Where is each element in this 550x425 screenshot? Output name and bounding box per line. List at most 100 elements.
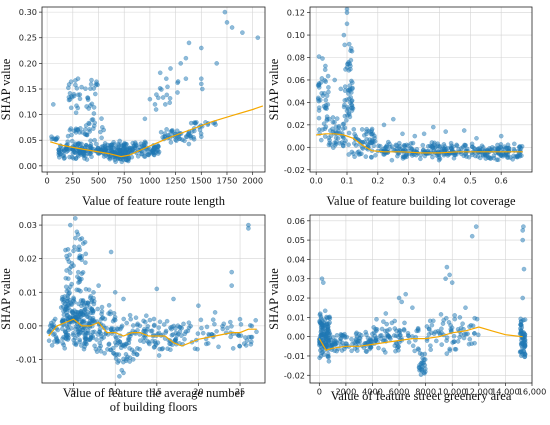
data-point [163, 76, 169, 81]
data-point [152, 339, 158, 344]
data-point [167, 96, 173, 101]
data-point [391, 333, 397, 338]
data-point [105, 142, 110, 148]
data-point [373, 152, 378, 158]
data-point [143, 313, 149, 319]
data-point [68, 284, 73, 290]
data-point [392, 343, 398, 349]
data-point [64, 253, 69, 259]
y-axis-label: SHAP value [267, 58, 281, 120]
data-point [241, 341, 247, 346]
data-point [319, 346, 325, 352]
trend-line [50, 105, 264, 158]
data-point [63, 146, 69, 152]
data-point [168, 347, 173, 353]
data-point [106, 154, 111, 160]
data-point [92, 137, 97, 143]
data-point [412, 348, 418, 354]
data-point [91, 111, 97, 116]
data-point [457, 315, 463, 320]
y-tick-label: 0.06 [287, 216, 305, 226]
data-point [124, 141, 129, 147]
data-point [316, 98, 322, 104]
data-point [467, 336, 473, 342]
data-point [325, 102, 331, 107]
data-point [367, 346, 373, 352]
data-point [318, 322, 324, 328]
data-point [88, 81, 94, 87]
data-point [119, 159, 125, 165]
data-point [406, 339, 412, 345]
data-point [65, 139, 70, 144]
data-point [422, 366, 428, 372]
data-point [99, 116, 104, 121]
data-point [112, 317, 118, 323]
data-point [342, 42, 348, 48]
data-point [356, 149, 362, 154]
data-point [344, 108, 350, 114]
data-point [349, 78, 354, 84]
data-point [321, 91, 327, 96]
data-point [447, 272, 452, 278]
data-point [128, 316, 133, 322]
data-point [520, 295, 526, 301]
data-point [457, 334, 462, 340]
data-point [326, 85, 331, 90]
data-point [68, 105, 74, 111]
data-point [415, 328, 421, 334]
data-point [52, 316, 58, 322]
data-point [320, 280, 326, 285]
data-point [351, 141, 357, 146]
data-point [318, 137, 324, 143]
data-point [376, 345, 381, 351]
data-point [81, 346, 87, 352]
data-point [212, 321, 217, 327]
data-point [96, 283, 101, 288]
data-point [71, 331, 76, 336]
data-point [114, 342, 119, 348]
data-point [388, 336, 393, 342]
data-point [152, 102, 158, 107]
data-point [418, 152, 424, 158]
data-point [352, 131, 357, 137]
data-point [198, 45, 204, 51]
data-point [452, 316, 458, 322]
data-point [66, 85, 71, 91]
data-point [81, 241, 86, 246]
data-point [83, 286, 89, 292]
data-point [56, 150, 62, 155]
trend-line [318, 326, 523, 351]
data-point [69, 264, 74, 270]
data-point [401, 327, 407, 333]
data-point [98, 317, 104, 322]
data-point [87, 127, 92, 132]
data-point [139, 151, 144, 157]
data-point [151, 322, 157, 328]
data-point [522, 317, 528, 323]
data-point [112, 157, 118, 162]
data-point [317, 312, 323, 318]
data-point [240, 30, 245, 35]
data-point [68, 126, 74, 131]
data-point [352, 346, 358, 351]
data-point [229, 323, 234, 329]
data-point [151, 316, 157, 322]
data-point [89, 117, 95, 123]
data-point [77, 130, 82, 135]
data-point [121, 370, 126, 376]
data-point [246, 334, 252, 340]
scatter-points [46, 216, 259, 379]
data-point [198, 131, 204, 136]
data-point [74, 103, 79, 108]
data-point [229, 25, 235, 30]
data-point [155, 95, 161, 101]
data-point [368, 154, 374, 160]
data-point [83, 336, 89, 342]
data-point [426, 332, 432, 337]
data-point [124, 320, 129, 326]
data-point [113, 335, 119, 341]
x-tick-label: 4000 [362, 387, 383, 397]
data-point [349, 336, 354, 342]
data-point [182, 336, 187, 342]
